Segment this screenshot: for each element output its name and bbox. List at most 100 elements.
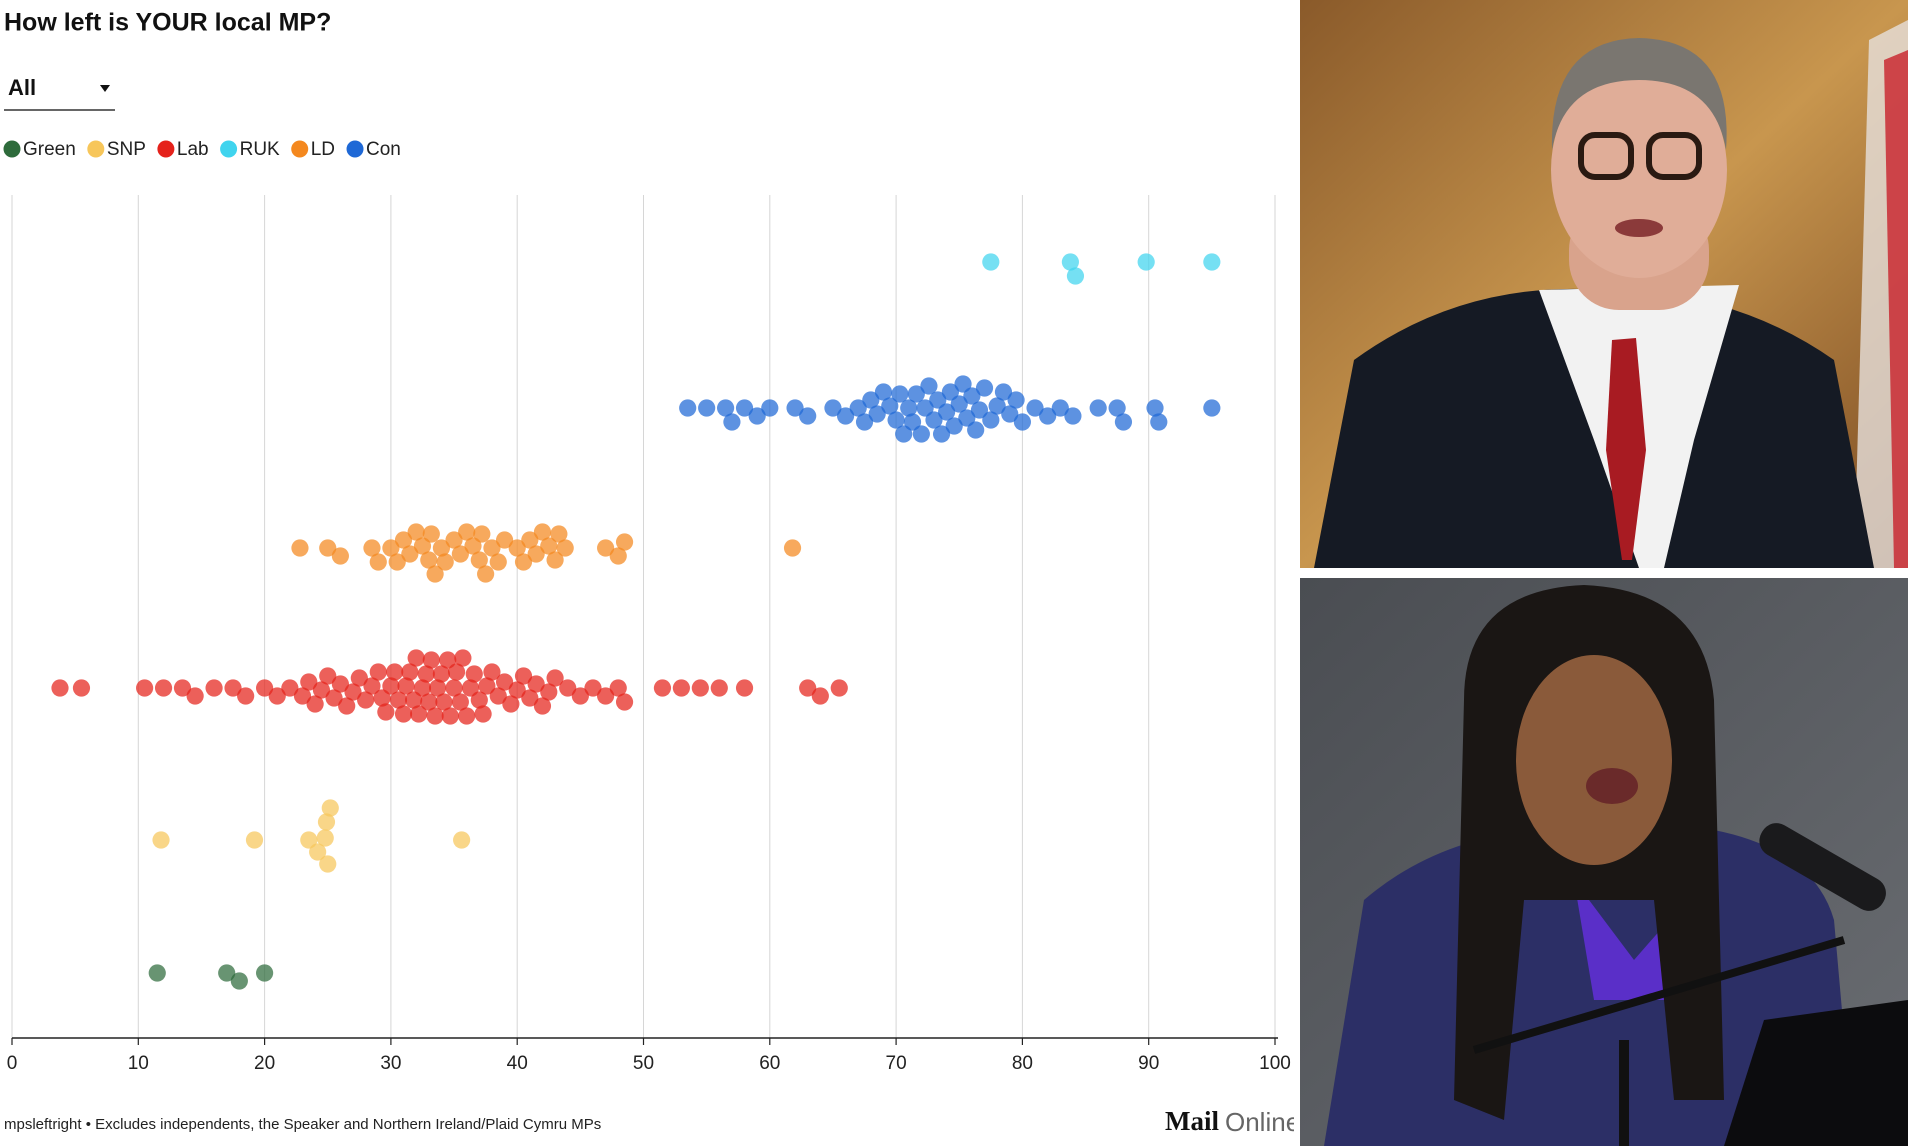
dropdown-arrow[interactable] (100, 85, 110, 92)
mp-dot (51, 679, 69, 697)
mp-dot (426, 707, 444, 725)
mp-dot (394, 705, 413, 723)
mp-dot (386, 663, 404, 681)
mp-dot (426, 565, 444, 583)
x-ticks: 0 10 20 30 40 50 60 70 80 90 100 (7, 1038, 1291, 1074)
mp-dot (881, 397, 899, 415)
mp-dot (982, 411, 1000, 429)
mp-dot (748, 407, 766, 425)
mp-dot (723, 413, 741, 431)
mp-dot (824, 399, 842, 417)
mp-dot (470, 691, 488, 709)
mp-dot (1026, 399, 1044, 417)
mp-dot (1146, 399, 1164, 417)
mp-dot (309, 843, 327, 861)
mp-dot (420, 551, 438, 569)
mp-dot (932, 425, 951, 443)
mp-dot (312, 681, 331, 699)
mp-dot (1064, 407, 1082, 425)
mp-dot (321, 799, 339, 817)
mp-dot (453, 831, 471, 849)
x-tick-label: 90 (1138, 1053, 1159, 1074)
mp-dot (1061, 253, 1079, 271)
mp-dot (597, 539, 615, 557)
mp-dot (1089, 399, 1107, 417)
chart-title: How left is YOUR local MP? (4, 9, 331, 37)
mp-dot (929, 391, 947, 409)
legend: Green SNP Lab RUK LD Con (3, 139, 401, 160)
mp-dot (970, 401, 989, 419)
brand-mail: Mail (1165, 1106, 1219, 1136)
mp-dot (559, 679, 577, 697)
mp-dot (148, 964, 166, 982)
mp-dot (458, 707, 476, 725)
mp-dot (417, 665, 435, 683)
mp-dot (319, 855, 337, 873)
mp-dot (369, 553, 387, 571)
legend-swatch (3, 140, 21, 158)
legend-label: SNP (107, 139, 146, 160)
mp-dot (316, 829, 334, 847)
mp-dot (920, 377, 938, 395)
mp-dot (941, 383, 960, 401)
mp-dot (672, 679, 690, 697)
mp-dot (945, 417, 963, 435)
mp-dot (609, 547, 627, 565)
photos (1300, 0, 1908, 1146)
mp-dot (609, 679, 627, 697)
legend-label: Green (23, 139, 76, 160)
dropdown-value[interactable]: All (8, 75, 36, 100)
x-tick-label: 10 (128, 1053, 149, 1074)
mp-dot (571, 687, 589, 705)
mp-dot (300, 831, 318, 849)
mp-dot (849, 399, 867, 417)
mp-dot (855, 413, 874, 431)
mp-dot (1108, 399, 1126, 417)
x-tick-label: 40 (507, 1053, 528, 1074)
mp-dot (489, 687, 507, 705)
x-tick-label: 0 (7, 1053, 18, 1074)
mp-dot (152, 831, 170, 849)
mp-dot (477, 565, 495, 583)
mp-dot (439, 651, 457, 669)
mp-dot (1114, 413, 1133, 431)
mp-dot (1039, 407, 1057, 425)
mp-dot (799, 407, 817, 425)
mp-dot (451, 545, 469, 563)
mp-dot (495, 531, 514, 549)
mp-dot (363, 539, 381, 557)
mp-dot (435, 693, 453, 711)
legend-label: RUK (240, 139, 280, 160)
mp-dot (527, 545, 545, 563)
mp-dot (546, 669, 564, 687)
mp-dot (432, 539, 451, 557)
mp-dot (72, 679, 91, 697)
mp-dot (373, 689, 391, 707)
legend-label: Con (366, 139, 401, 160)
mp-dot (799, 679, 817, 697)
mp-dot (401, 663, 419, 681)
mp-dot (653, 679, 672, 697)
mp-dot (550, 525, 568, 543)
mp-dot (735, 399, 754, 417)
mp-dot (615, 693, 634, 711)
photo-bottom (1300, 578, 1908, 1146)
mp-dot (382, 677, 400, 695)
mp-dot (958, 409, 976, 427)
mp-dot (377, 703, 395, 721)
mp-dot (291, 539, 309, 557)
mp-dot (546, 551, 564, 569)
x-tick-label: 80 (1012, 1053, 1033, 1074)
dots (51, 253, 1221, 990)
mp-dot (597, 687, 615, 705)
x-tick-label: 100 (1259, 1053, 1291, 1074)
mp-dot (615, 533, 634, 551)
mp-dot (319, 667, 337, 685)
mp-dot (1203, 399, 1221, 417)
mp-dot (461, 679, 480, 697)
mp-dot (716, 399, 735, 417)
mp-dot (1203, 253, 1221, 271)
mp-dot (325, 689, 343, 707)
mp-dot (224, 679, 242, 697)
dropdown[interactable]: All (4, 75, 115, 111)
